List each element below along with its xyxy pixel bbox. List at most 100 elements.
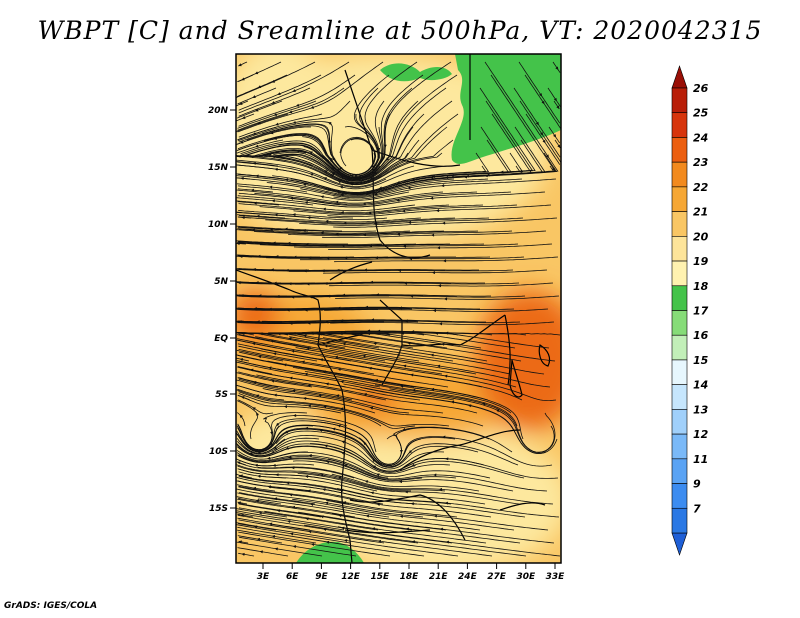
streamline (236, 334, 386, 362)
streamline-arrow (335, 200, 339, 204)
streamline-arrow (288, 455, 292, 459)
streamline-arrow (324, 170, 328, 174)
streamline-arrow (303, 269, 307, 273)
streamline-arrow (369, 280, 373, 284)
streamline (292, 498, 515, 531)
streamline-arrow (257, 85, 262, 88)
streamline (238, 360, 381, 388)
streamline-arrow (331, 166, 336, 170)
streamline-arrow (310, 542, 315, 546)
streamline (238, 74, 356, 127)
streamline-arrow (398, 480, 403, 484)
streamline-arrow (274, 547, 278, 551)
streamline-arrow (323, 243, 327, 247)
streamline (295, 282, 520, 285)
streamline-arrow (371, 527, 376, 531)
streamline-arrow (255, 144, 259, 148)
streamline-arrow (376, 329, 381, 333)
streamline-arrow (272, 352, 277, 356)
streamline-arrow (373, 166, 378, 171)
streamline (267, 294, 491, 297)
streamline-arrow (436, 246, 441, 250)
streamline (238, 74, 254, 82)
streamline-arrow (240, 294, 244, 298)
colorbar-label: 23 (693, 156, 709, 169)
streamline (238, 485, 458, 518)
streamline-arrow (270, 379, 275, 383)
streamline-arrow (326, 188, 330, 191)
streamline-arrow (276, 294, 280, 298)
streamline-arrow (368, 366, 372, 370)
streamline-arrow (310, 105, 315, 109)
streamline-arrow (236, 461, 241, 465)
streamline-arrow (284, 178, 289, 182)
streamline-arrow (542, 139, 546, 144)
streamline-arrow (273, 497, 278, 501)
streamline-arrow (336, 268, 340, 272)
streamline (389, 388, 556, 454)
streamline (237, 228, 411, 234)
colorbar-label: 16 (693, 329, 709, 342)
streamline-arrow (362, 202, 366, 206)
streamline-arrow (288, 493, 293, 497)
streamline-arrow (310, 331, 314, 335)
streamline-arrow (402, 427, 406, 431)
streamline-arrow (325, 460, 330, 464)
streamline-arrow (253, 525, 258, 529)
streamline (547, 87, 561, 107)
streamline-arrow (445, 540, 450, 544)
streamline (238, 475, 344, 492)
streamline-arrow (557, 144, 561, 148)
streamline (238, 486, 350, 505)
lon-tick-label: 27E (487, 572, 507, 582)
streamline-arrow (323, 177, 328, 181)
streamline-arrow (337, 306, 341, 310)
streamline-arrow (255, 499, 260, 503)
streamline-arrow (450, 173, 454, 177)
streamline (289, 336, 511, 375)
streamline (266, 100, 453, 182)
streamline-arrow (370, 491, 374, 495)
streamline-arrow (291, 349, 295, 353)
wbpt-cool-region-north-spots (380, 63, 452, 82)
streamline-arrow (323, 405, 327, 409)
streamline (237, 188, 274, 193)
streamline (238, 61, 350, 114)
streamline (237, 480, 384, 505)
streamline-arrow (321, 332, 325, 336)
streamline (322, 230, 547, 238)
streamline-arrow (445, 331, 449, 335)
streamline (327, 458, 548, 492)
colorbar-swatch (671, 236, 688, 262)
colorbar-label: 11 (693, 453, 708, 466)
streamline (237, 126, 278, 141)
streamline (326, 500, 549, 531)
streamline-arrow (307, 216, 311, 220)
streamline-arrow (325, 219, 329, 223)
streamline-arrow (289, 196, 294, 200)
streamline (295, 347, 517, 388)
streamline-arrow (267, 485, 271, 489)
longitude-axis: 3E 6E 9E 12E 15E 18E 21E 24E 27E 30E 33E (257, 563, 565, 582)
streamline-arrow (272, 463, 276, 467)
streamline (273, 87, 447, 181)
streamline-arrow (332, 427, 336, 431)
streamline-arrow (291, 466, 295, 470)
colorbar-label: 25 (693, 107, 709, 120)
streamline (346, 426, 513, 465)
streamline-arrow (450, 400, 455, 404)
colorbar-swatch (671, 384, 688, 410)
streamline-arrow (288, 282, 292, 286)
streamline (238, 333, 312, 349)
streamline-arrow (289, 321, 293, 325)
streamline-arrow (319, 307, 323, 311)
colorbar: 7 9 11 12 13 14 15 16 17 18 19 20 21 22 23 24 25 26 (671, 65, 709, 556)
grads-credit: GrADS: IGES/COLA (4, 601, 98, 611)
streamline (237, 226, 309, 232)
streamline (336, 331, 561, 336)
streamline-arrow (259, 550, 263, 554)
lat-tick-label: 15S (209, 504, 228, 514)
streamline-arrow (343, 539, 348, 543)
streamline (237, 437, 320, 455)
streamline-arrow (256, 412, 260, 416)
